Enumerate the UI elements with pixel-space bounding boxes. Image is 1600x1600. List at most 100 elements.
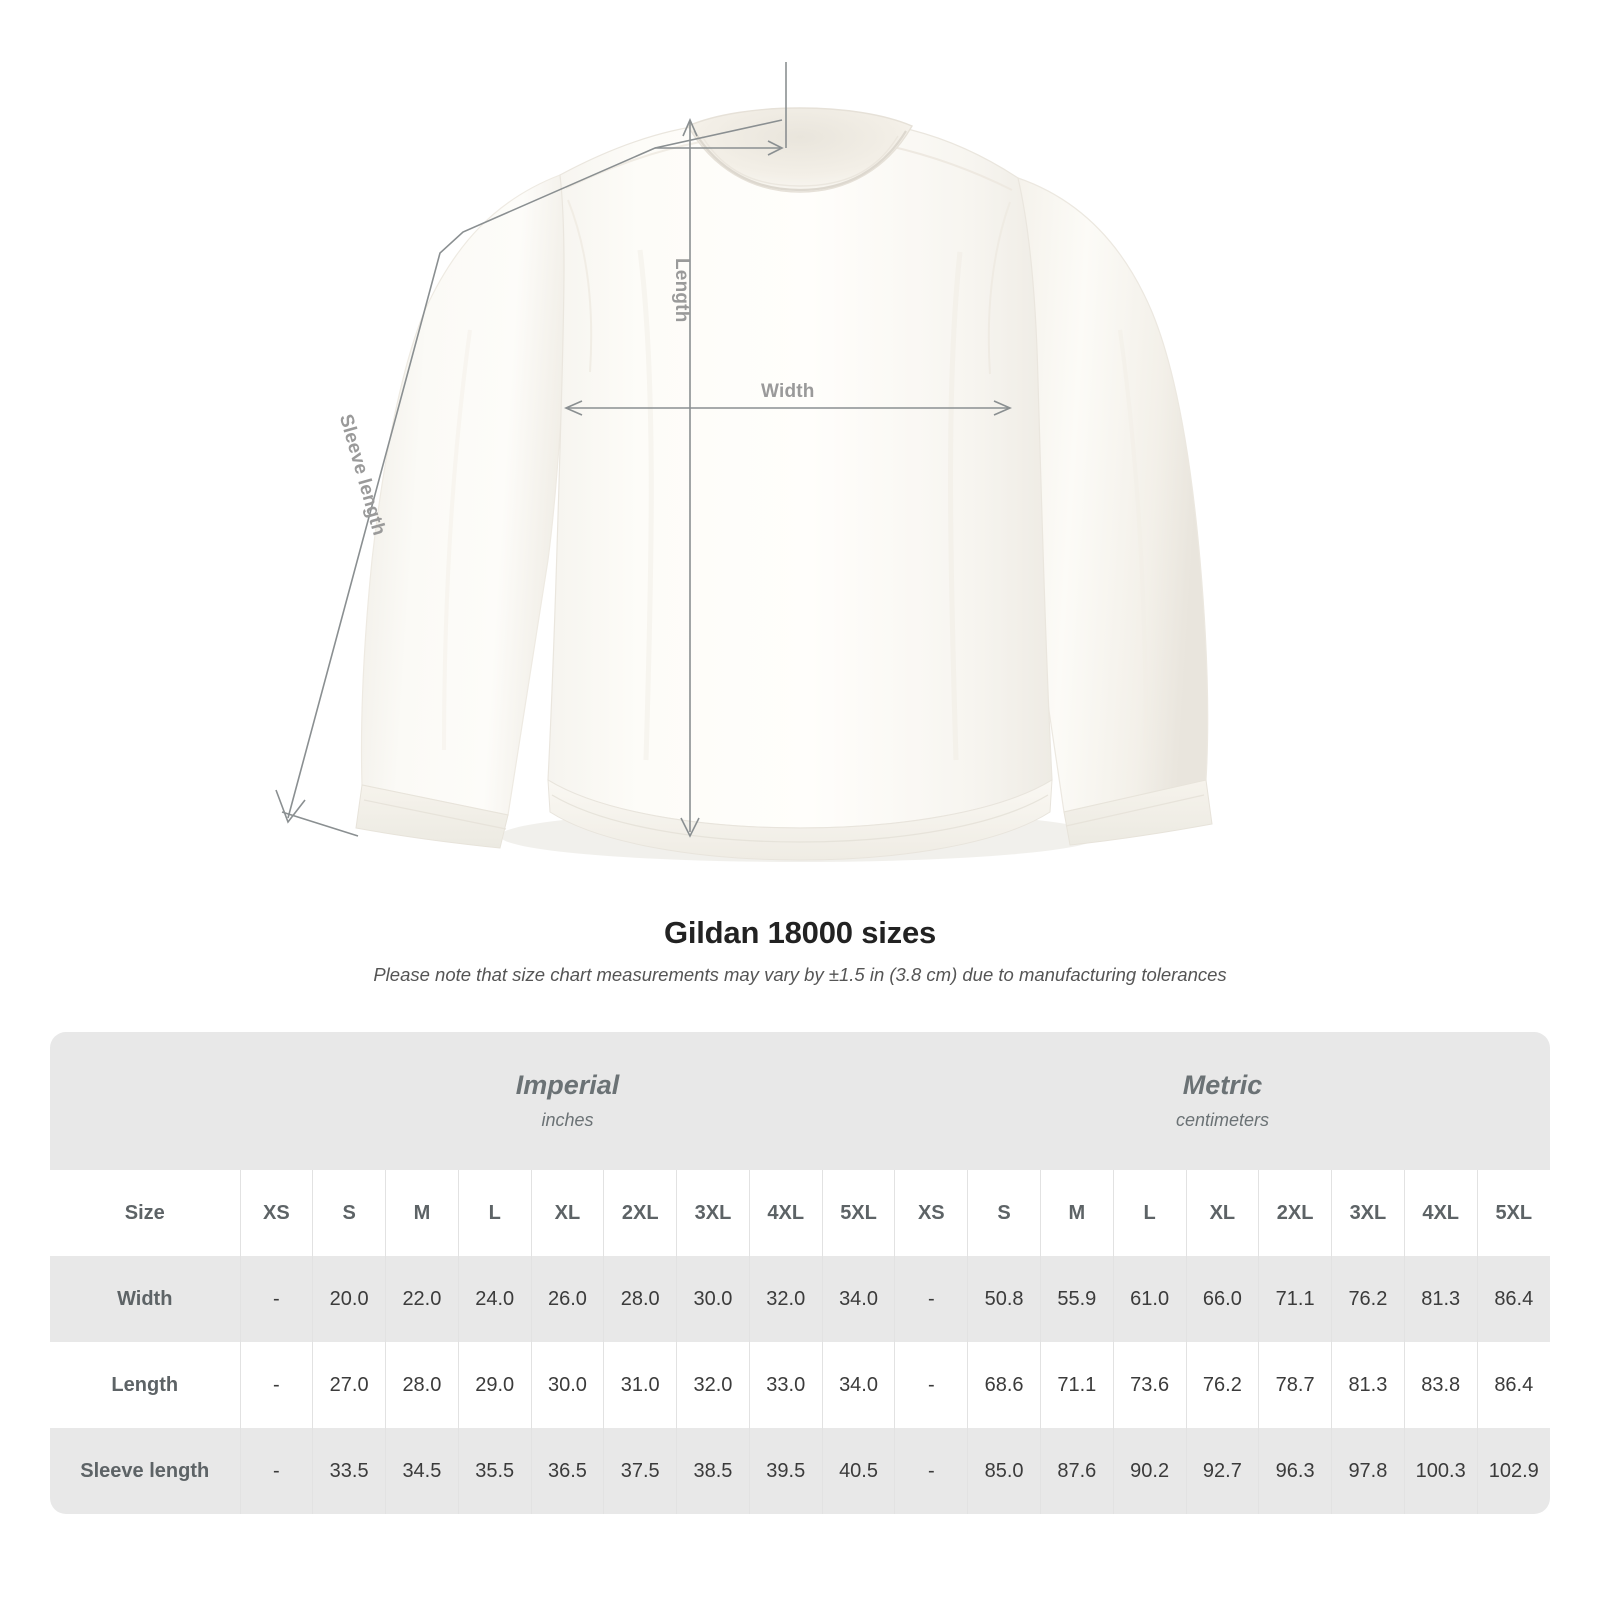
size-header-label: Size xyxy=(50,1170,240,1256)
sleeve-bottom-tick xyxy=(281,811,359,837)
sleeve-length-line xyxy=(287,119,783,819)
table-cell: 50.8 xyxy=(967,1256,1041,1342)
size-column-header: S xyxy=(967,1170,1041,1256)
table-cell: 85.0 xyxy=(967,1428,1041,1514)
table-cell: 34.5 xyxy=(385,1428,459,1514)
hem-band xyxy=(547,779,1053,861)
sweatshirt-diagram xyxy=(275,62,1213,862)
table-cell: 26.0 xyxy=(530,1256,604,1342)
collar-inner-line xyxy=(701,135,899,187)
size-column-header: 4XL xyxy=(748,1170,823,1256)
title-block: Gildan 18000 sizes Please note that size… xyxy=(0,915,1600,986)
table-cell: 92.7 xyxy=(1185,1428,1259,1514)
table-cell: 76.2 xyxy=(1185,1342,1259,1428)
collar-rib xyxy=(693,130,907,192)
size-chart-table-wrap: Imperial inches Metric centimeters Size XS S M L… xyxy=(50,1032,1550,1514)
size-column-header: XL xyxy=(530,1170,604,1256)
unit-group-unit: centimeters xyxy=(1175,1110,1269,1131)
fabric-folds xyxy=(442,249,1148,761)
table-cell: 24.0 xyxy=(457,1256,532,1342)
unit-header-row: Imperial inches Metric centimeters xyxy=(50,1032,1550,1170)
right-cuff-seam xyxy=(1065,794,1205,827)
table-cell: 68.6 xyxy=(967,1342,1041,1428)
length-arrow-head-top xyxy=(682,118,698,137)
table-cell: 31.0 xyxy=(603,1342,677,1428)
table-cell: 86.4 xyxy=(1476,1342,1550,1428)
table-cell: 71.1 xyxy=(1039,1342,1114,1428)
right-cuff xyxy=(1063,779,1213,846)
table-cell: 66.0 xyxy=(1185,1256,1259,1342)
unit-group-header-imperial: Imperial inches xyxy=(240,1032,895,1170)
size-column-header: 3XL xyxy=(1331,1170,1405,1256)
table-cell: 38.5 xyxy=(676,1428,750,1514)
table-cell: 22.0 xyxy=(385,1256,459,1342)
table-cell: 55.9 xyxy=(1039,1256,1114,1342)
left-armhole-seam xyxy=(567,199,593,373)
table-cell: 28.0 xyxy=(603,1256,677,1342)
table-cell: 81.3 xyxy=(1331,1342,1405,1428)
hem-seam xyxy=(551,794,1049,843)
sleeve-arrow-head-bottom xyxy=(275,789,306,824)
table-cell: 34.0 xyxy=(821,1256,895,1342)
table-cell: 83.8 xyxy=(1403,1342,1478,1428)
table-cell: 71.1 xyxy=(1258,1256,1332,1342)
table-cell: 27.0 xyxy=(312,1342,386,1428)
table-cell: 90.2 xyxy=(1112,1428,1186,1514)
table-cell: 32.0 xyxy=(748,1256,823,1342)
left-sleeve xyxy=(360,174,571,816)
size-column-header: 5XL xyxy=(1476,1170,1550,1256)
table-cell: 78.7 xyxy=(1258,1342,1332,1428)
table-cell: 97.8 xyxy=(1331,1428,1405,1514)
table-row: Width -20.0 22.0 24.0 26.0 28.0 30.0 32.0 34.0-5… xyxy=(50,1256,1550,1342)
unit-band-spacer xyxy=(50,1032,240,1170)
page-title: Gildan 18000 sizes xyxy=(663,915,937,950)
table-cell: 76.2 xyxy=(1331,1256,1405,1342)
unit-group-name: Imperial xyxy=(515,1069,620,1100)
row-label-width: Width xyxy=(50,1256,240,1342)
table-cell: 87.6 xyxy=(1039,1428,1114,1514)
table-cell: 86.4 xyxy=(1476,1256,1550,1342)
table-cell: 29.0 xyxy=(457,1342,532,1428)
sweatshirt-body xyxy=(547,117,1053,829)
table-cell: 61.0 xyxy=(1112,1256,1186,1342)
size-column-header: 5XL xyxy=(821,1170,895,1256)
table-cell: 81.3 xyxy=(1403,1256,1478,1342)
table-cell: - xyxy=(239,1256,313,1342)
length-arrow-head-bottom xyxy=(680,817,700,838)
table-cell: 102.9 xyxy=(1476,1428,1550,1514)
table-cell: 30.0 xyxy=(676,1256,750,1342)
table-cell: 33.0 xyxy=(748,1342,823,1428)
length-measurement-label: Length xyxy=(671,258,692,323)
size-column-header: XL xyxy=(1185,1170,1259,1256)
table-cell: 36.5 xyxy=(530,1428,604,1514)
measurement-lines xyxy=(275,62,1012,838)
table-cell: 37.5 xyxy=(603,1428,677,1514)
table-cell: - xyxy=(894,1256,968,1342)
width-measurement-label: Width xyxy=(761,381,815,402)
table-cell: 30.0 xyxy=(530,1342,604,1428)
size-column-header: M xyxy=(385,1170,459,1256)
tolerance-note: Please note that size chart measurements… xyxy=(373,964,1227,985)
table-cell: 35.5 xyxy=(457,1428,532,1514)
width-arrow-head-left xyxy=(564,400,583,416)
size-column-header: 4XL xyxy=(1403,1170,1478,1256)
right-armhole-seam xyxy=(987,201,1011,375)
table-row: Length -27.0 28.0 29.0 30.0 31.0 32.0 33.0 34.0-… xyxy=(50,1342,1550,1428)
size-chart-table: Imperial inches Metric centimeters Size XS S M L… xyxy=(50,1032,1550,1514)
row-label-sleeve-length: Sleeve length xyxy=(50,1428,240,1514)
table-cell: - xyxy=(239,1428,313,1514)
table-cell: 33.5 xyxy=(312,1428,386,1514)
size-column-header: XS xyxy=(239,1170,313,1256)
size-column-header: S xyxy=(312,1170,386,1256)
table-cell: 28.0 xyxy=(385,1342,459,1428)
table-cell: 96.3 xyxy=(1258,1428,1332,1514)
table-cell: - xyxy=(894,1342,968,1428)
left-cuff-seam xyxy=(363,799,507,830)
size-column-header: XS xyxy=(894,1170,968,1256)
unit-group-name: Metric xyxy=(1182,1069,1263,1100)
width-arrow-head-right xyxy=(993,400,1012,416)
table-cell: 100.3 xyxy=(1403,1428,1478,1514)
size-column-header: 2XL xyxy=(603,1170,677,1256)
row-label-length: Length xyxy=(50,1342,240,1428)
size-column-header: L xyxy=(457,1170,532,1256)
